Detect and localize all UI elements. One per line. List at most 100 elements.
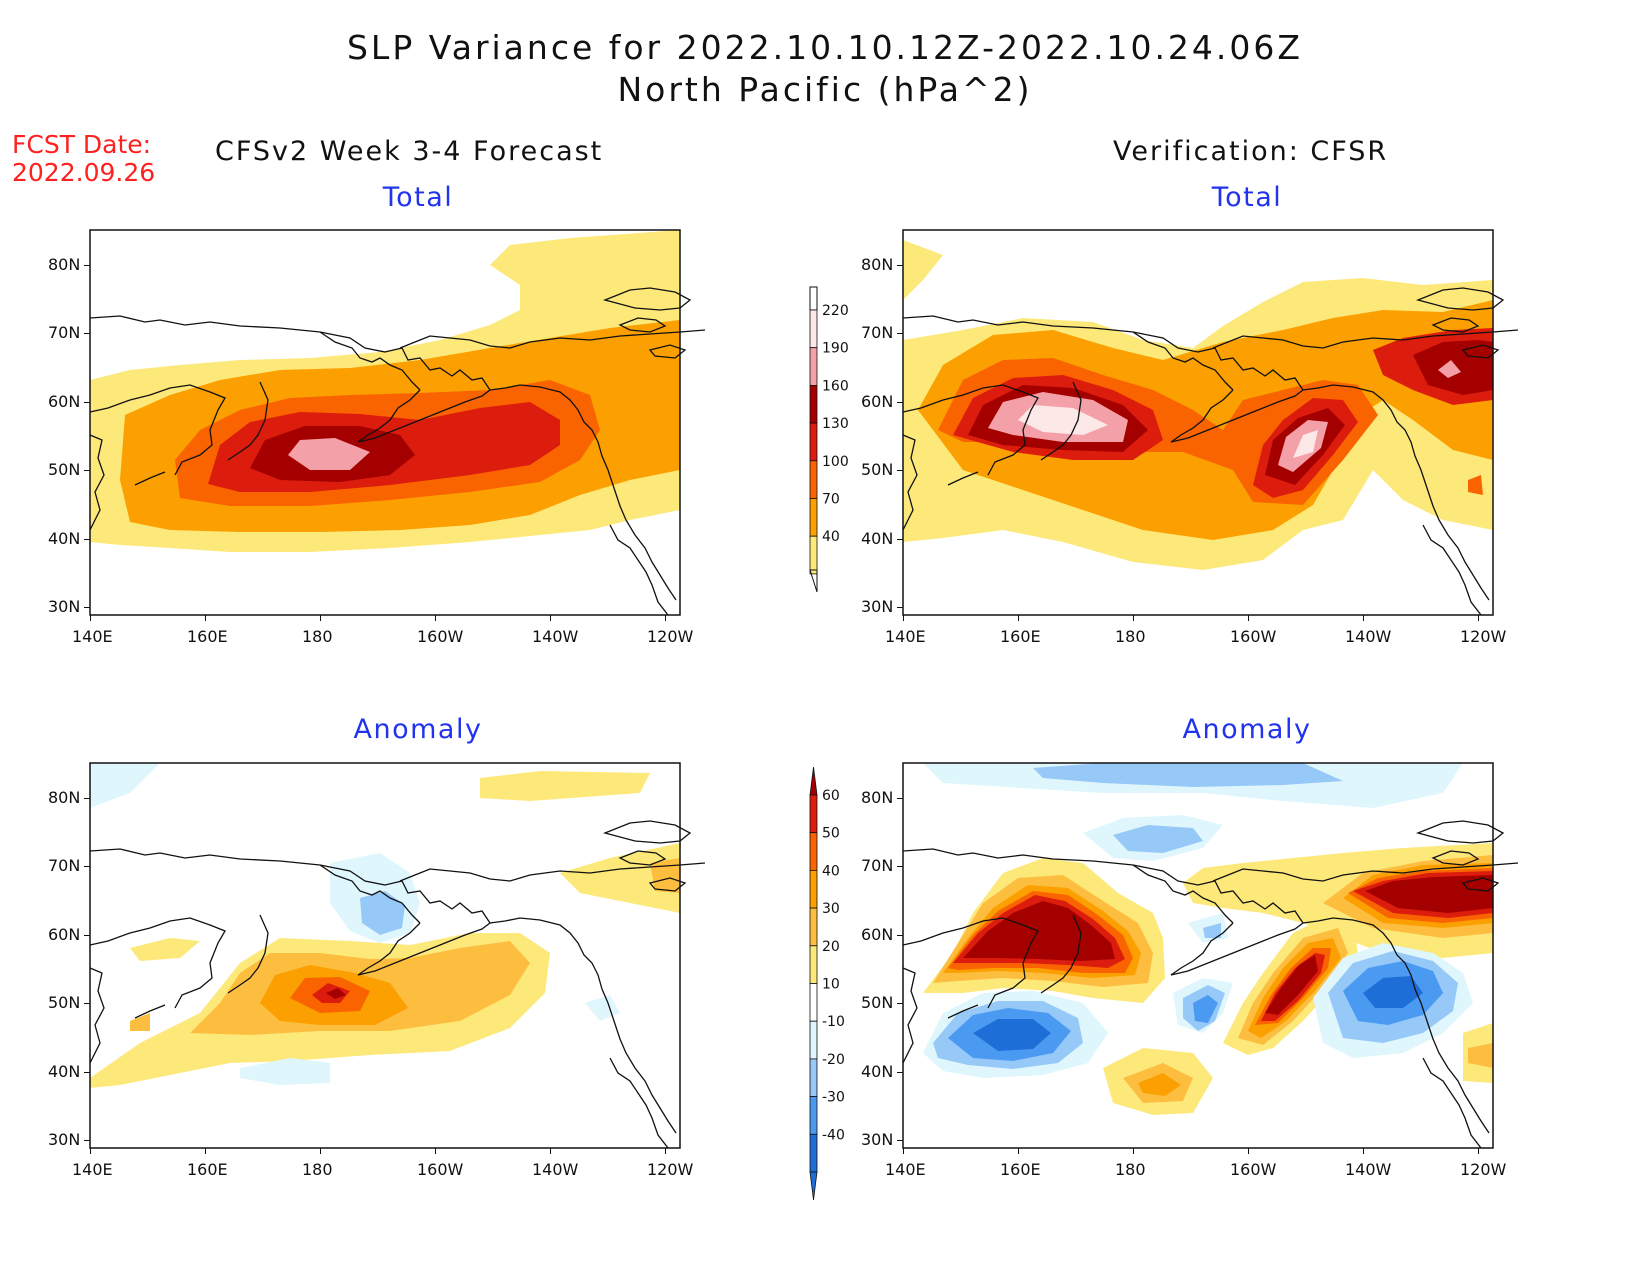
lon-tick-mark bbox=[1133, 1148, 1134, 1154]
total-colorbar-swatch bbox=[809, 460, 818, 499]
lon-tick-mark bbox=[205, 1148, 206, 1154]
fcst-anomaly-contours bbox=[90, 763, 680, 1088]
anomaly-colorbar-min-triangle bbox=[809, 1171, 818, 1201]
lat-tick-label: 60N bbox=[861, 392, 894, 411]
lat-tick-label: 50N bbox=[48, 460, 81, 479]
lat-tick-mark bbox=[84, 1003, 90, 1004]
lon-tick-mark bbox=[665, 615, 666, 621]
fcst-total-subtitle: Total bbox=[382, 182, 454, 213]
total-colorbar-label: 130 bbox=[822, 416, 849, 432]
lon-tick-label: 140E bbox=[72, 1160, 113, 1179]
lat-tick-label: 70N bbox=[861, 856, 894, 875]
fcst-anomaly-map bbox=[89, 762, 706, 1149]
total-colorbar-swatch bbox=[809, 535, 818, 575]
lat-tick-mark bbox=[897, 333, 903, 334]
anomaly-colorbar-swatch bbox=[809, 832, 818, 871]
lat-tick-label: 70N bbox=[48, 323, 81, 342]
anomaly-colorbar-swatch bbox=[809, 1020, 818, 1060]
anomaly-colorbar: 60 50 40 30 20 10 -10 -20 -30 -40 bbox=[809, 766, 845, 1201]
lon-tick-label: 120W bbox=[1460, 1160, 1507, 1179]
lon-tick-mark bbox=[1248, 1148, 1249, 1154]
anomaly-colorbar-max-triangle bbox=[809, 766, 818, 796]
lat-tick-mark bbox=[84, 798, 90, 799]
total-colorbar-swatch bbox=[809, 498, 818, 537]
lat-tick-mark bbox=[84, 539, 90, 540]
lat-tick-label: 50N bbox=[48, 993, 81, 1012]
total-colorbar-label: 160 bbox=[822, 378, 849, 394]
lat-tick-label: 60N bbox=[861, 925, 894, 944]
verification-column-title: Verification: CFSR bbox=[1113, 136, 1389, 167]
verif-total-subtitle: Total bbox=[1211, 182, 1283, 213]
lon-tick-mark bbox=[665, 1148, 666, 1154]
lat-tick-label: 30N bbox=[861, 1130, 894, 1149]
total-colorbar-label: 40 bbox=[822, 529, 840, 545]
lon-tick-label: 140E bbox=[72, 627, 113, 646]
total-colorbar-label: 220 bbox=[822, 303, 849, 319]
lon-tick-label: 160E bbox=[1000, 627, 1041, 646]
lat-tick-mark bbox=[84, 607, 90, 608]
anomaly-colorbar-swatch bbox=[809, 1133, 818, 1173]
lat-tick-mark bbox=[84, 333, 90, 334]
lon-tick-label: 160W bbox=[1230, 627, 1277, 646]
lon-tick-mark bbox=[1363, 615, 1364, 621]
lon-tick-label: 140W bbox=[532, 1160, 579, 1179]
lon-tick-label: 140W bbox=[1345, 1160, 1392, 1179]
total-colorbar-swatch bbox=[809, 385, 818, 424]
lon-tick-mark bbox=[550, 615, 551, 621]
lon-tick-label: 120W bbox=[647, 627, 694, 646]
lat-tick-label: 60N bbox=[48, 925, 81, 944]
anomaly-colorbar-swatch bbox=[809, 794, 818, 834]
verif-anomaly-subtitle: Anomaly bbox=[1182, 714, 1312, 745]
figure-subtitle: North Pacific (hPa^2) bbox=[617, 70, 1033, 109]
lat-tick-label: 30N bbox=[48, 597, 81, 616]
lat-tick-mark bbox=[897, 935, 903, 936]
lon-tick-mark bbox=[1018, 615, 1019, 621]
total-colorbar-swatch bbox=[809, 422, 818, 462]
lat-tick-mark bbox=[84, 470, 90, 471]
lon-tick-mark bbox=[550, 1148, 551, 1154]
lat-tick-mark bbox=[897, 402, 903, 403]
lon-tick-mark bbox=[320, 1148, 321, 1154]
anomaly-colorbar-swatch bbox=[809, 983, 818, 1022]
lon-tick-mark bbox=[435, 615, 436, 621]
anomaly-colorbar-label: -40 bbox=[822, 1127, 845, 1143]
lon-tick-mark bbox=[205, 615, 206, 621]
anomaly-colorbar-swatch bbox=[809, 870, 818, 909]
lon-tick-label: 120W bbox=[647, 1160, 694, 1179]
lat-tick-mark bbox=[84, 1072, 90, 1073]
anomaly-colorbar-label: 20 bbox=[822, 939, 840, 955]
lat-tick-mark bbox=[897, 539, 903, 540]
lat-tick-mark bbox=[897, 265, 903, 266]
lat-tick-mark bbox=[897, 607, 903, 608]
lon-tick-label: 140E bbox=[885, 627, 926, 646]
fcst-total-map bbox=[89, 229, 706, 616]
anomaly-colorbar-swatch bbox=[809, 1096, 818, 1135]
lon-tick-mark bbox=[435, 1148, 436, 1154]
lat-tick-label: 80N bbox=[48, 788, 81, 807]
lon-tick-mark bbox=[1363, 1148, 1364, 1154]
lon-tick-label: 160E bbox=[1000, 1160, 1041, 1179]
lon-tick-mark bbox=[90, 615, 91, 621]
lat-tick-label: 70N bbox=[48, 856, 81, 875]
lon-tick-label: 160W bbox=[417, 1160, 464, 1179]
anomaly-colorbar-label: 40 bbox=[822, 863, 840, 879]
lon-tick-label: 180 bbox=[1115, 1160, 1146, 1179]
anomaly-colorbar-label: 30 bbox=[822, 901, 840, 917]
anomaly-colorbar-label: -30 bbox=[822, 1090, 845, 1106]
lat-tick-label: 30N bbox=[861, 597, 894, 616]
anomaly-colorbar-label: 50 bbox=[822, 826, 840, 842]
lon-tick-label: 180 bbox=[302, 627, 333, 646]
lon-tick-label: 140W bbox=[532, 627, 579, 646]
lat-tick-mark bbox=[897, 1003, 903, 1004]
lon-tick-label: 180 bbox=[302, 1160, 333, 1179]
fcst-date-label: FCST Date: bbox=[12, 130, 152, 159]
lon-tick-label: 160W bbox=[417, 627, 464, 646]
lat-tick-label: 60N bbox=[48, 392, 81, 411]
lat-tick-mark bbox=[84, 1140, 90, 1141]
lon-tick-label: 180 bbox=[1115, 627, 1146, 646]
lat-tick-mark bbox=[897, 1140, 903, 1141]
anomaly-colorbar-label: 10 bbox=[822, 977, 840, 993]
fcst-anomaly-subtitle: Anomaly bbox=[353, 714, 483, 745]
lat-tick-label: 30N bbox=[48, 1130, 81, 1149]
forecast-column-title: CFSv2 Week 3-4 Forecast bbox=[215, 136, 604, 167]
